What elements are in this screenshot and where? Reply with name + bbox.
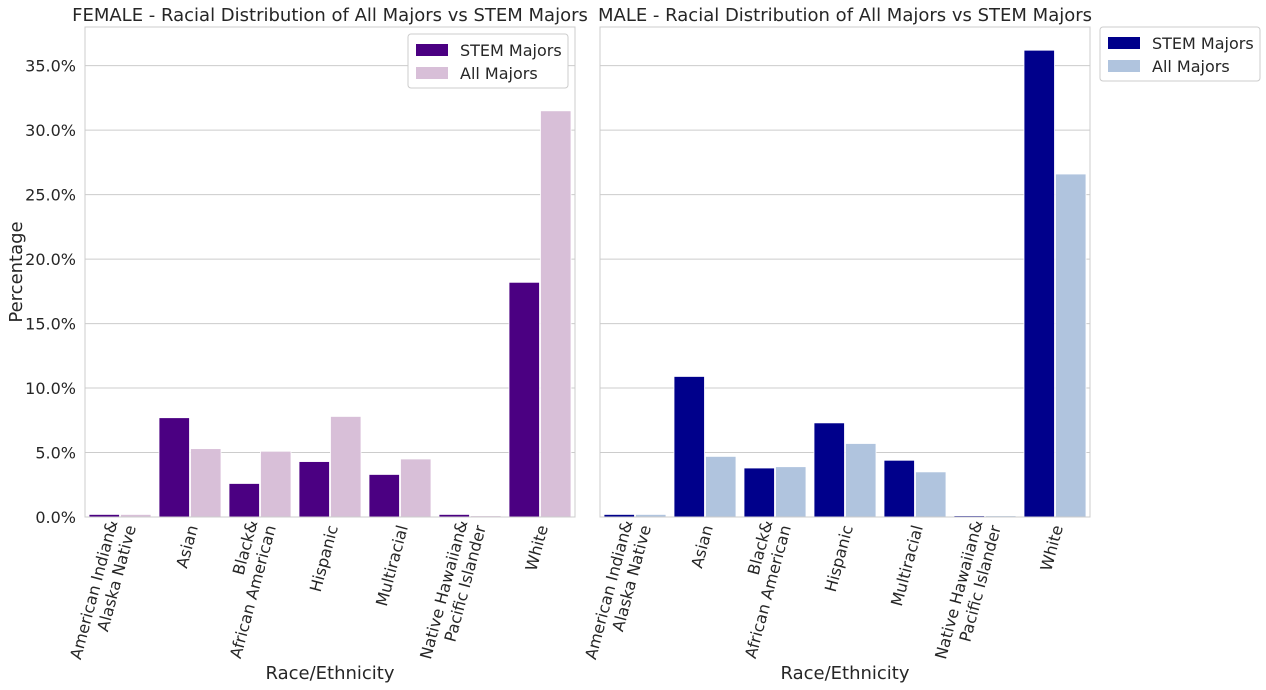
plot-frame <box>599 26 1091 518</box>
legend-swatch <box>1108 37 1140 49</box>
bar-all-majors <box>260 450 292 518</box>
x-tick-label-line: White <box>1036 523 1066 573</box>
x-tick-label-line: Multiracial <box>372 523 412 608</box>
legend-swatch <box>416 67 448 79</box>
x-tick-label: Asian <box>172 523 202 570</box>
x-tick-label: Native Hawaiian&Pacific Islander <box>416 518 490 666</box>
legend-swatch <box>416 44 448 56</box>
bar-all-majors <box>845 443 877 518</box>
y-tick-label: 30.0% <box>25 121 76 140</box>
x-tick-label: Native Hawaiian&Pacific Islander <box>931 518 1005 666</box>
x-axis-title: Race/Ethnicity <box>265 663 394 684</box>
x-tick-label-line: Asian <box>172 523 202 570</box>
x-tick-label: Hispanic <box>821 523 857 594</box>
y-tick-label: 25.0% <box>25 186 76 205</box>
x-tick-label: Black&African American <box>208 518 280 660</box>
x-tick-label: Black&African American <box>723 518 795 660</box>
x-axis-title: Race/Ethnicity <box>780 663 909 684</box>
bar-stem-majors <box>368 474 400 518</box>
y-axis-title: Percentage <box>6 221 27 322</box>
bar-all-majors <box>330 416 362 518</box>
bar-all-majors <box>1055 173 1087 518</box>
bar-stem-majors <box>883 459 915 518</box>
y-tick-label: 5.0% <box>35 444 76 463</box>
x-tick-label: American Indian&Alaska Native <box>581 518 655 666</box>
legend-swatch <box>1108 60 1140 72</box>
x-tick-label-line: Hispanic <box>306 523 342 594</box>
x-tick-label: Hispanic <box>306 523 342 594</box>
chart-panel-1: American Indian&Alaska Native Asian Black&… <box>581 5 1261 684</box>
bar-stem-majors <box>298 461 330 518</box>
bar-all-majors <box>190 448 222 518</box>
bar-all-majors <box>705 455 737 518</box>
x-tick-label-line: Asian <box>687 523 717 570</box>
chart-panel-0: 0.0% 5.0% 10.0% 15.0% 20.0% 25.0% 30.0% 35.0% Am… <box>6 5 588 684</box>
bar-all-majors <box>915 471 947 518</box>
bar-stem-majors <box>673 376 705 518</box>
plot-frame <box>84 26 576 518</box>
x-tick-label-line: White <box>521 523 551 573</box>
legend-label: STEM Majors <box>460 41 562 60</box>
y-tick-label: 0.0% <box>35 508 76 527</box>
x-tick-label: White <box>521 523 551 573</box>
x-tick-label: Multiracial <box>372 523 412 608</box>
bar-stem-majors <box>813 422 845 518</box>
bar-stem-majors <box>228 483 260 518</box>
bar-stem-majors <box>743 467 775 518</box>
x-tick-label: Asian <box>687 523 717 570</box>
chart-title: MALE - Racial Distribution of All Majors… <box>598 5 1092 26</box>
x-tick-label-line: Hispanic <box>821 523 857 594</box>
y-tick-label: 15.0% <box>25 315 76 334</box>
y-tick-label: 35.0% <box>25 57 76 76</box>
y-tick-label: 10.0% <box>25 379 76 398</box>
x-tick-label: White <box>1036 523 1066 573</box>
legend-label: All Majors <box>460 64 538 83</box>
bar-stem-majors <box>1023 49 1055 518</box>
legend-label: STEM Majors <box>1152 34 1254 53</box>
legend-label: All Majors <box>1152 57 1230 76</box>
bar-stem-majors <box>158 417 190 518</box>
chart-title: FEMALE - Racial Distribution of All Majo… <box>72 5 588 26</box>
y-tick-label: 20.0% <box>25 250 76 269</box>
bar-stem-majors <box>508 281 540 518</box>
x-tick-label: Multiracial <box>887 523 927 608</box>
bar-all-majors <box>400 458 432 518</box>
x-tick-label-line: Multiracial <box>887 523 927 608</box>
bar-all-majors <box>540 110 572 518</box>
bar-all-majors <box>775 466 807 518</box>
x-tick-label: American Indian&Alaska Native <box>66 518 140 666</box>
